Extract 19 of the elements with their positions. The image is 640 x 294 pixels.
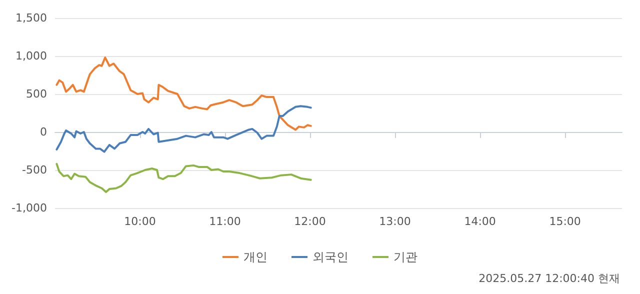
legend-label: 개인 [244,250,268,264]
line-series [56,56,312,131]
line-series [56,105,312,153]
y-tick-label: 1,000 [16,50,47,62]
y-tick-label: -500 [22,164,47,176]
y-tick-label: 0 [40,126,47,138]
y-tick-label: 500 [26,88,47,100]
x-tick-label: 15:00 [549,215,581,228]
x-tick-label: 13:00 [379,215,411,228]
y-tick-label: 1,500 [16,12,47,24]
legend-label: 기관 [394,250,418,264]
line-series [56,162,312,194]
text: 2025.05.27 12:00:40 현재 [478,272,620,285]
legend-label: 외국인 [312,250,348,264]
x-tick-label: 10:00 [124,215,156,228]
x-tick-label: 12:00 [294,215,326,228]
y-tick-label: -1,000 [12,202,47,214]
x-tick-label: 11:00 [209,215,241,228]
x-tick-label: 14:00 [464,215,496,228]
